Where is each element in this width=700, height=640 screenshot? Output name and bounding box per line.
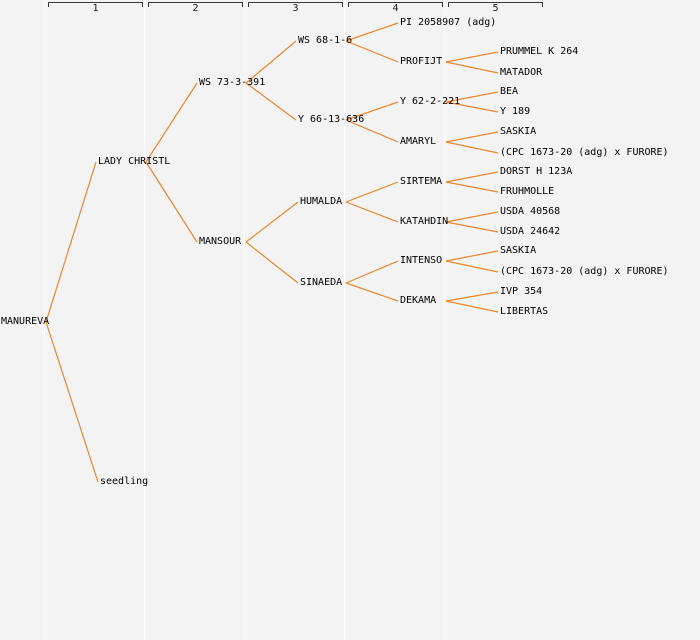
generation-bracket (248, 2, 343, 7)
pedigree-edge (445, 141, 499, 154)
node-dorst-h-123a[interactable]: DORST H 123A (500, 166, 573, 177)
node-katahdin[interactable]: KATAHDIN (400, 216, 449, 227)
pedigree-edge (445, 131, 499, 143)
pedigree-edge (45, 161, 97, 323)
node-manureva[interactable]: MANUREVA (1, 316, 50, 327)
pedigree-edge (345, 181, 399, 203)
pedigree-edge (345, 282, 399, 302)
generation-number: 3 (292, 3, 299, 14)
node-bea[interactable]: BEA (500, 86, 519, 97)
pedigree-edge (445, 171, 499, 183)
pedigree-edge (245, 201, 299, 243)
pedigree-edge (445, 260, 499, 273)
node-profijt[interactable]: PROFIJT (400, 56, 443, 67)
generation-bracket (448, 2, 543, 7)
pedigree-edge (445, 300, 499, 313)
column-gridline (444, 0, 445, 640)
node-cpc-furore-1[interactable]: (CPC 1673-20 (adg) x FURORE) (500, 147, 669, 158)
node-sirtema[interactable]: SIRTEMA (400, 176, 443, 187)
pedigree-edge (445, 181, 499, 193)
generation-bracket (48, 2, 143, 7)
column-gridline (44, 0, 45, 640)
node-amaryl[interactable]: AMARYL (400, 136, 437, 147)
node-matador[interactable]: MATADOR (500, 67, 543, 78)
node-ws-68-1-6[interactable]: WS 68-1-6 (298, 35, 353, 46)
node-seedling[interactable]: seedling (100, 476, 149, 487)
pedigree-edge (445, 291, 499, 302)
node-lady-christl[interactable]: LADY CHRISTL (98, 156, 171, 167)
pedigree-edge (445, 51, 499, 63)
pedigree-edge (245, 82, 297, 121)
pedigree-edge (145, 161, 198, 243)
pedigree-edge (445, 221, 499, 233)
node-ivp-354[interactable]: IVP 354 (500, 286, 543, 297)
generation-number: 1 (92, 3, 99, 14)
node-y-66-13-636[interactable]: Y 66-13-636 (298, 114, 365, 125)
node-pi-2058907[interactable]: PI 2058907 (adg) (400, 17, 497, 28)
node-fruhmolle[interactable]: FRUHMOLLE (500, 186, 555, 197)
generation-bracket (148, 2, 243, 7)
pedigree-edge (45, 321, 99, 483)
pedigree-edge (445, 61, 499, 74)
pedigree-edge (445, 91, 499, 103)
node-intenso[interactable]: INTENSO (400, 255, 443, 266)
node-mansour[interactable]: MANSOUR (199, 236, 242, 247)
node-libertas[interactable]: LIBERTAS (500, 306, 549, 317)
node-usda-40568[interactable]: USDA 40568 (500, 206, 561, 217)
pedigree-edge (345, 22, 399, 42)
node-usda-24642[interactable]: USDA 24642 (500, 226, 561, 237)
pedigree-edge (345, 40, 399, 63)
pedigree-edge (245, 241, 299, 284)
node-dekama[interactable]: DEKAMA (400, 295, 437, 306)
column-gridline (244, 0, 245, 640)
pedigree-edge (445, 250, 499, 262)
pedigree-edge (245, 40, 297, 84)
node-prummel-k-264[interactable]: PRUMMEL K 264 (500, 46, 579, 57)
pedigree-edge (445, 211, 499, 223)
node-y-189[interactable]: Y 189 (500, 106, 531, 117)
pedigree-edge (345, 119, 399, 143)
node-humalda[interactable]: HUMALDA (300, 196, 343, 207)
node-cpc-furore-2[interactable]: (CPC 1673-20 (adg) x FURORE) (500, 266, 669, 277)
generation-number: 4 (392, 3, 399, 14)
node-y-62-2-221[interactable]: Y 62-2-221 (400, 96, 461, 107)
generation-number: 2 (192, 3, 199, 14)
node-sinaeda[interactable]: SINAEDA (300, 277, 343, 288)
generation-bracket (348, 2, 443, 7)
generation-number: 5 (492, 3, 499, 14)
pedigree-edge (345, 260, 399, 284)
column-gridline (344, 0, 345, 640)
column-gridline (144, 0, 145, 640)
node-ws-73-3-391[interactable]: WS 73-3-391 (199, 77, 266, 88)
node-saskia-2[interactable]: SASKIA (500, 245, 537, 256)
node-saskia-1[interactable]: SASKIA (500, 126, 537, 137)
pedigree-edge (345, 201, 399, 223)
pedigree-edge (145, 82, 198, 163)
pedigree-edge (445, 101, 499, 113)
pedigree-edge (345, 101, 399, 121)
